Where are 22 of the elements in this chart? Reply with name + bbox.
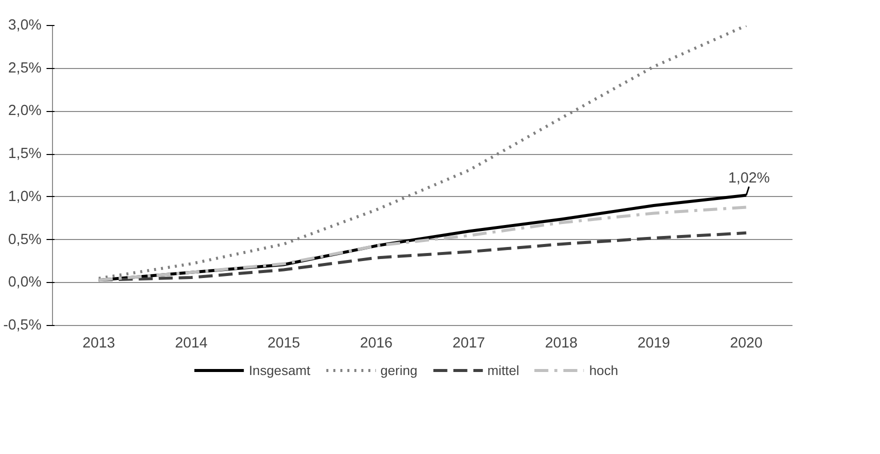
x-tick-label: 2020 [730, 336, 763, 352]
y-tick-label: 2,0% [8, 103, 42, 120]
x-tick-label: 2017 [452, 336, 486, 352]
y-tick-label: 1,0% [8, 188, 42, 205]
x-tick-label: 2018 [544, 336, 578, 352]
legend-label: hoch [589, 362, 618, 378]
x-tick-label: 2013 [82, 336, 116, 352]
x-tick-label: 2015 [267, 336, 300, 352]
annotation: 1,02% [728, 170, 770, 187]
y-tick-label: 3,0% [8, 18, 42, 34]
y-tick-label: 0,5% [8, 232, 42, 248]
y-tick-label: 1,5% [8, 146, 42, 162]
legend-label: gering [380, 362, 418, 378]
legend-label: mittel [487, 362, 520, 378]
x-tick-label: 2014 [174, 336, 208, 352]
y-tick-label: 2,5% [8, 60, 42, 76]
x-tick-label: 2016 [360, 336, 393, 352]
y-tick-label: -0,5% [3, 318, 42, 334]
legend-label: Insgesamt [248, 362, 310, 378]
x-tick-label: 2019 [637, 336, 670, 352]
line-series [97, 231, 748, 282]
y-tick-label: 0,0% [8, 274, 42, 291]
